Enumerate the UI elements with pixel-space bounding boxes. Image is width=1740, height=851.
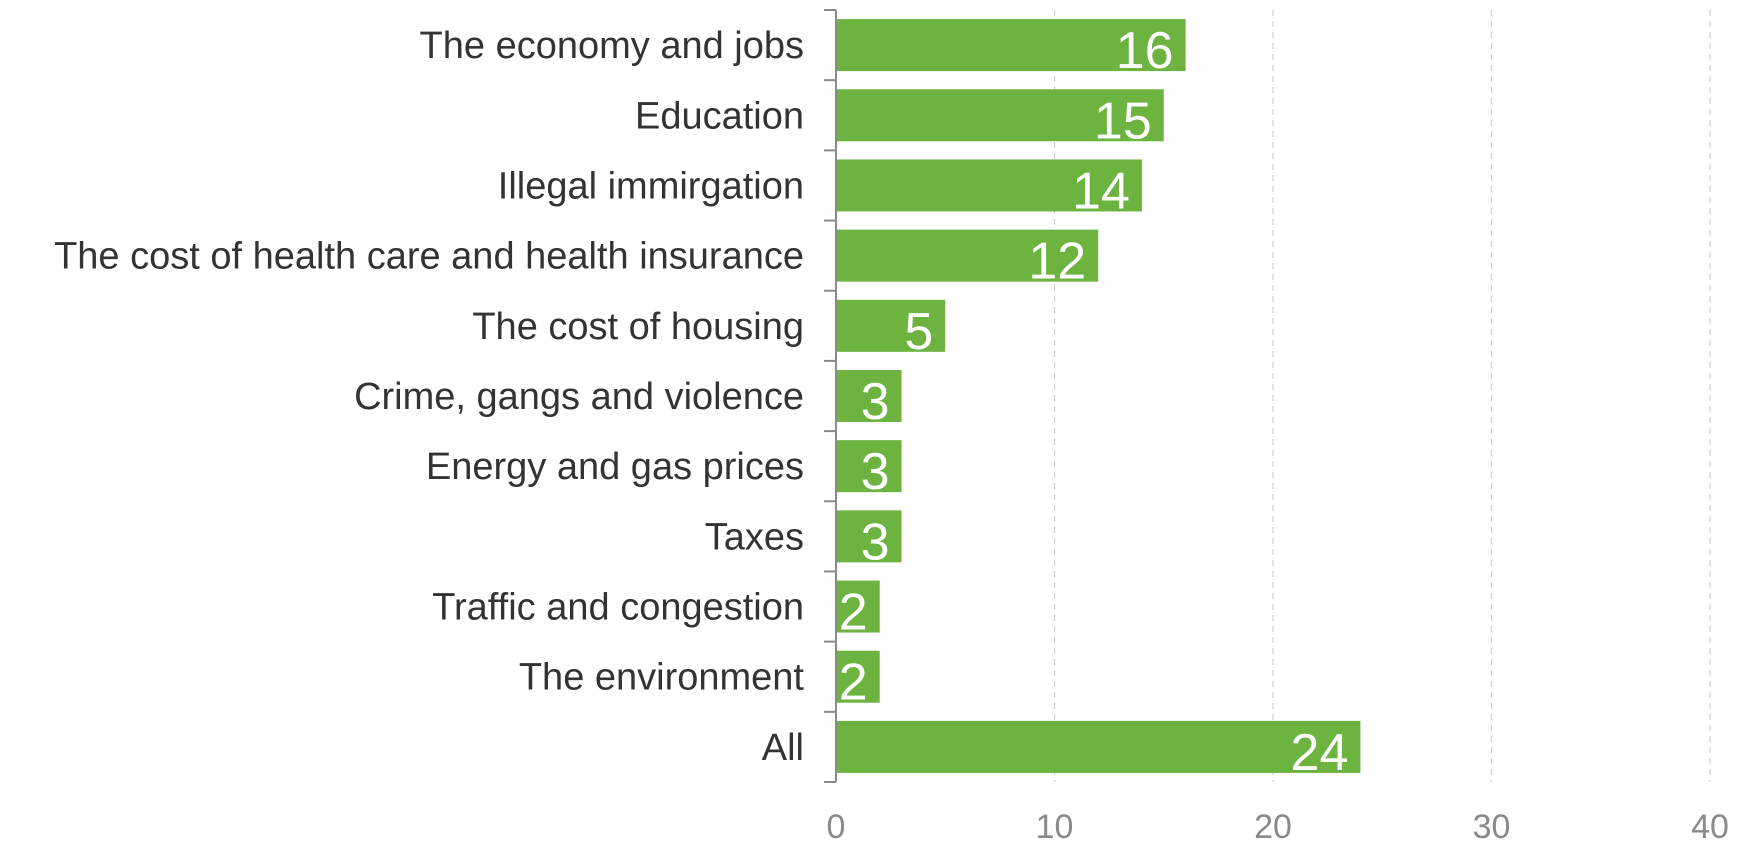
data-label: 12 (1028, 233, 1086, 291)
bar-5 (837, 370, 902, 422)
data-label: 24 (1291, 724, 1349, 782)
data-label: 15 (1094, 92, 1152, 150)
bar-7 (837, 510, 902, 563)
data-label: 3 (861, 443, 890, 501)
data-label: 5 (904, 303, 933, 361)
data-label: 16 (1116, 22, 1174, 80)
category-label: Taxes (705, 516, 804, 558)
bar-9 (837, 650, 880, 703)
category-label: Energy and gas prices (426, 446, 804, 488)
data-label: 2 (839, 584, 868, 642)
bar-8 (837, 580, 880, 633)
gridlines (1053, 10, 1711, 782)
data-label: 3 (861, 373, 890, 431)
bar-1 (837, 89, 1164, 142)
x-tick-label: 40 (1691, 808, 1729, 846)
x-tick-label: 20 (1254, 808, 1292, 846)
category-label: The economy and jobs (420, 25, 804, 67)
x-tick-labels: 0 10 20 30 40 (827, 808, 1729, 846)
bar-4 (837, 299, 946, 352)
data-label: 3 (861, 513, 890, 571)
x-tick-label: 30 (1473, 808, 1511, 846)
category-label: Education (635, 95, 804, 137)
data-label: 2 (839, 654, 868, 712)
x-tick-label: 10 (1036, 808, 1074, 846)
category-label: The cost of health care and health insur… (54, 236, 804, 278)
y-axis (824, 9, 837, 783)
category-label: Illegal immirgation (498, 165, 804, 207)
category-labels: The economy and jobs Education Illegal imm… (54, 25, 804, 769)
bar-2 (837, 159, 1142, 212)
category-label: Traffic and congestion (432, 587, 804, 629)
bar-3 (837, 229, 1099, 282)
x-tick-label: 0 (827, 808, 846, 846)
category-label: The cost of housing (472, 306, 804, 348)
bar-10 (837, 720, 1361, 773)
bar-0 (837, 19, 1186, 72)
category-label: Crime, gangs and violence (354, 376, 804, 418)
bars (837, 19, 1361, 773)
category-label: The environment (519, 657, 805, 699)
bar-6 (837, 440, 902, 493)
data-label: 14 (1072, 162, 1130, 220)
category-label: All (762, 727, 804, 769)
